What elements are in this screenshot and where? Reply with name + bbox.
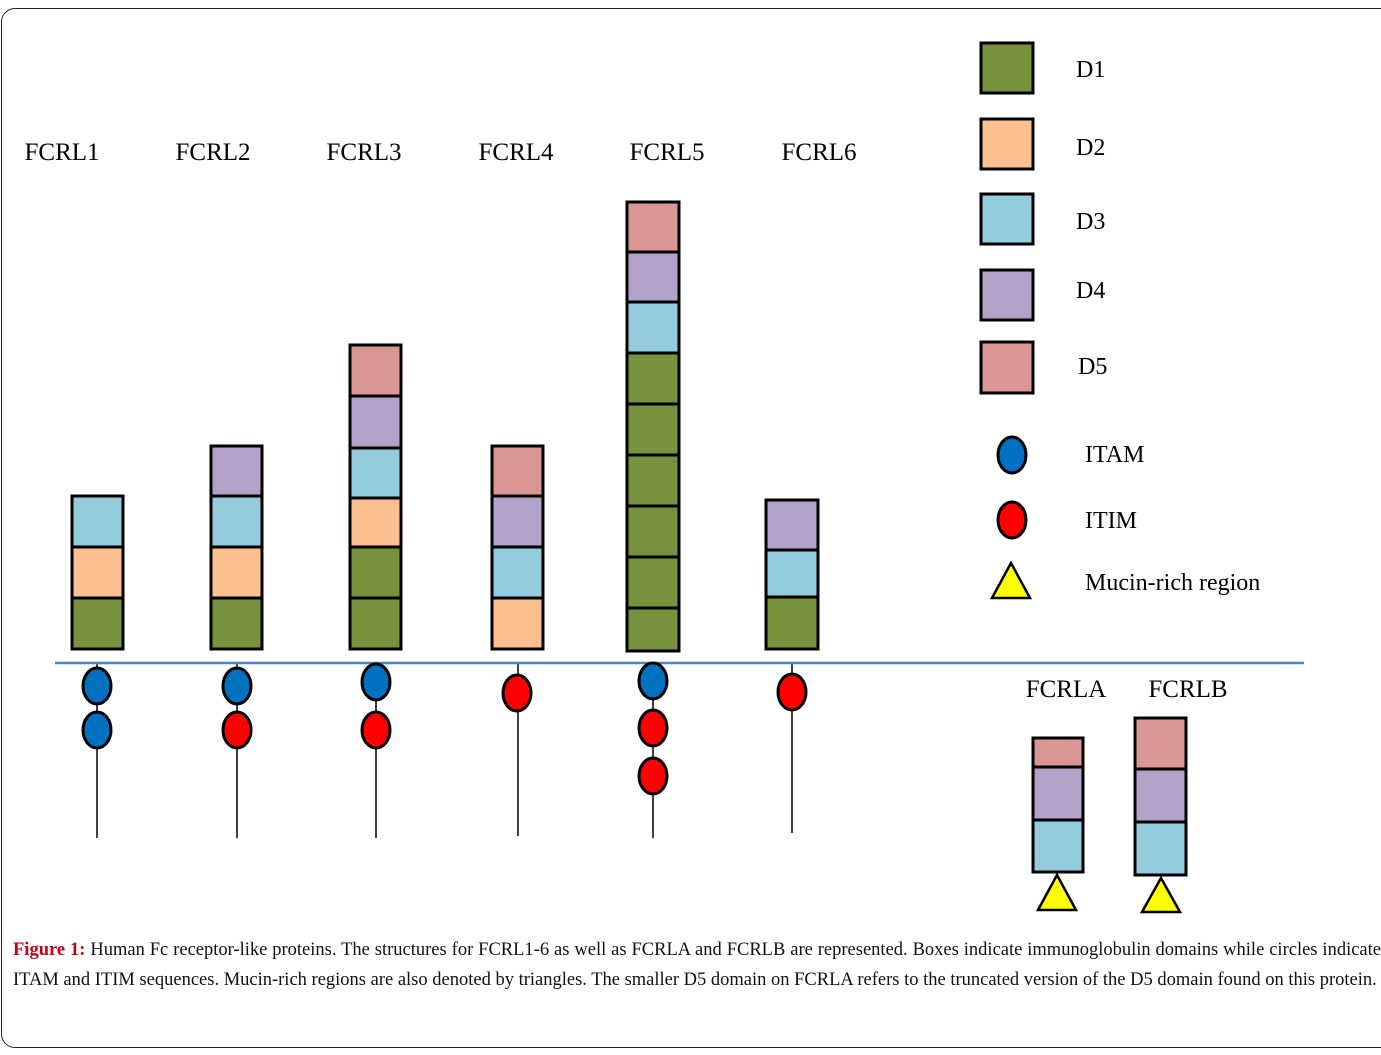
label-fcrl2: FCRL2: [175, 139, 250, 166]
domain-d1: [625, 351, 681, 406]
domain-d3: [764, 548, 820, 599]
domain-d1: [625, 504, 681, 559]
domain-d1: [70, 596, 125, 651]
domain-d1: [348, 545, 403, 600]
domain-d3: [490, 545, 545, 600]
legend: D1 D2 D3 D4 D5 ITAM ITIM Mucin-rich regi…: [979, 41, 1260, 600]
label-fcrl3: FCRL3: [326, 139, 401, 166]
domain-d5: [348, 343, 403, 398]
label-fcrlb: FCRLB: [1148, 676, 1227, 703]
domain-d4: [490, 494, 545, 549]
domain-d3: [209, 494, 264, 549]
domain-d4: [625, 250, 681, 304]
itam-motif: [81, 666, 113, 706]
caption-text: Human Fc receptor-like proteins. The str…: [13, 940, 1381, 990]
legend-label-itam: ITAM: [1085, 442, 1144, 468]
figure-caption: Figure 1: Human Fc receptor-like protein…: [13, 935, 1381, 995]
domain-d2: [209, 545, 264, 600]
itim-motif: [501, 673, 533, 713]
mucin-triangle: [1139, 875, 1183, 914]
legend-itim-circle: [996, 500, 1028, 540]
domain-d2: [70, 545, 125, 600]
legend-label-d1: D1: [1076, 57, 1105, 83]
legend-swatch-d4: [979, 268, 1035, 322]
legend-itam-circle: [996, 435, 1028, 475]
receptor-fcrl5: [625, 200, 681, 796]
legend-swatch-d1: [979, 41, 1035, 95]
domain-d3: [70, 494, 125, 549]
itam-motif: [81, 710, 113, 750]
receptor-fcrl1: [70, 494, 125, 750]
domain-d1: [764, 595, 820, 651]
legend-label-itim: ITIM: [1085, 508, 1137, 534]
domain-d5-truncated: [1031, 736, 1085, 769]
domain-d4: [348, 394, 403, 450]
domain-d5: [490, 444, 545, 498]
domain-d1: [625, 555, 681, 610]
domain-d3: [1133, 820, 1188, 877]
legend-swatch-d5: [979, 340, 1035, 395]
domain-d1: [625, 606, 681, 653]
receptor-fcrl2: [209, 444, 264, 750]
label-fcrl1: FCRL1: [24, 139, 99, 166]
receptor-fcrl4: [490, 444, 545, 713]
itim-motif: [637, 708, 669, 748]
itim-motif: [360, 710, 392, 750]
domain-d4: [209, 444, 264, 498]
legend-label-d2: D2: [1076, 135, 1105, 161]
receptor-fcrlb: [1133, 716, 1188, 914]
legend-mucin-triangle: [989, 560, 1033, 600]
domain-d5: [1133, 716, 1188, 771]
legend-label-mucin: Mucin-rich region: [1085, 570, 1260, 596]
legend-label-d3: D3: [1076, 209, 1105, 235]
domain-d3: [348, 446, 403, 500]
domain-d4: [764, 498, 820, 552]
domain-d4: [1031, 765, 1085, 822]
domain-d4: [1133, 767, 1188, 824]
caption-label: Figure 1:: [13, 940, 86, 960]
legend-swatch-d2: [979, 117, 1035, 171]
domain-d2: [490, 596, 545, 651]
label-fcrl6: FCRL6: [781, 139, 856, 166]
label-fcrla: FCRLA: [1026, 676, 1107, 703]
receptor-fcrl6: [764, 498, 820, 712]
domain-d1: [209, 596, 264, 651]
cytoplasmic-tails: [96, 663, 793, 838]
legend-label-d4: D4: [1076, 278, 1105, 304]
domain-d2: [348, 496, 403, 549]
label-fcrl4: FCRL4: [478, 139, 554, 166]
legend-swatch-d3: [979, 192, 1035, 246]
mucin-triangle: [1035, 872, 1079, 912]
domain-d1: [625, 402, 681, 457]
fcrl-diagram: FCRL1 FCRL2 FCRL3 FCRL4 FCRL5 FCRL6: [24, 41, 1304, 914]
itim-motif: [221, 710, 253, 750]
domain-d1: [625, 453, 681, 508]
receptor-fcrla: [1031, 736, 1085, 912]
label-fcrl5: FCRL5: [629, 139, 704, 166]
itim-motif: [637, 756, 669, 796]
domain-d1: [348, 596, 403, 651]
domain-d3: [1031, 818, 1085, 874]
itam-motif: [360, 662, 392, 702]
domain-d5: [625, 200, 681, 254]
receptor-fcrl3: [348, 343, 403, 750]
itam-motif: [637, 661, 669, 701]
domain-d3: [625, 300, 681, 355]
itam-motif: [221, 666, 253, 706]
itim-motif: [776, 672, 808, 712]
legend-label-d5: D5: [1078, 354, 1107, 380]
